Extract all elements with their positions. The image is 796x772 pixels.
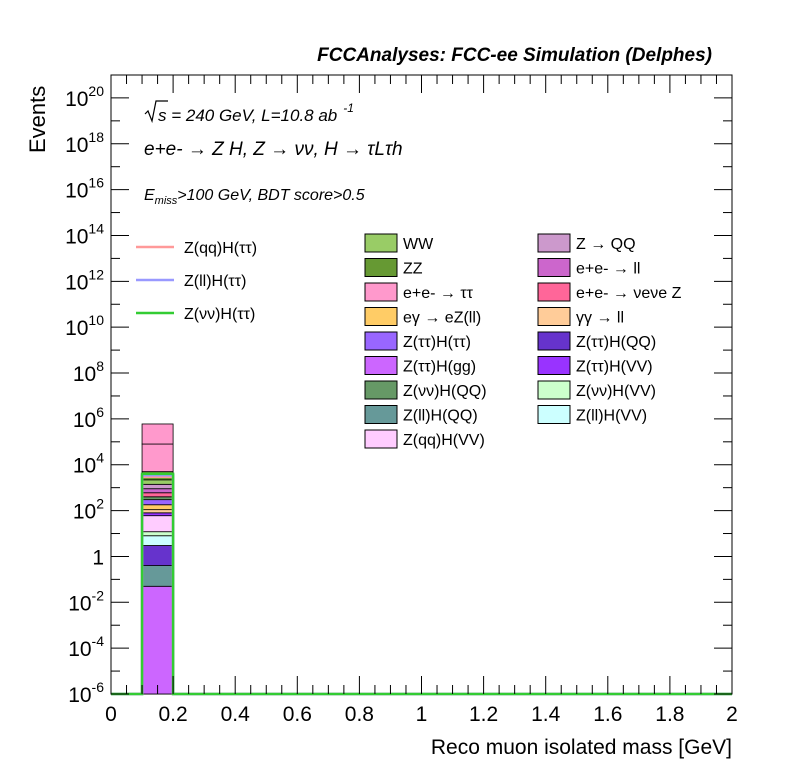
x-tick-label: 1.4 [531, 703, 561, 726]
y-tick-label: 104 [73, 450, 104, 478]
legend-label: Z(ττ)H(gg) [403, 359, 476, 376]
y-tick-label: 10-4 [68, 633, 104, 661]
x-tick-label: 0.8 [345, 703, 374, 726]
stack-bar-segment [141, 585, 174, 695]
signal-line [111, 472, 732, 696]
stack-bar-segment [141, 443, 174, 473]
x-tick-label: 0.6 [283, 703, 312, 726]
signal-line [111, 473, 732, 696]
legend-swatch [364, 331, 398, 351]
energy-annotation: s = 240 GeV, L=10.8 ab -1 [144, 100, 354, 125]
process-annotation: e+e- → Z H, Z → νν, H → τLτh [144, 139, 403, 160]
legend-label: e+e- → νeνe Z [576, 285, 682, 302]
stack-bar-segment [141, 483, 174, 490]
legend-swatch [364, 380, 398, 400]
legend-label: Z(ll)H(VV) [576, 408, 647, 425]
legend-label: eγ → eZ(ll) [403, 310, 481, 327]
stack-bar-segment [141, 423, 174, 445]
stack-bar-segment [141, 515, 174, 533]
legend-swatch [364, 405, 398, 424]
y-tick-label: 10-6 [68, 679, 104, 707]
chart-title: FCCAnalyses: FCC-ee Simulation (Delphes) [317, 45, 712, 66]
legend-label: γγ → ll [576, 310, 624, 327]
legend-swatch [537, 405, 571, 424]
y-tick-label: 1010 [65, 312, 104, 340]
x-tick-label: 1.6 [593, 703, 622, 726]
stack-bar-segment [141, 535, 174, 546]
sqrt-symbol [144, 100, 168, 124]
legend-label: Z(ll)H(ττ) [184, 273, 246, 290]
legend-swatch [364, 356, 398, 375]
x-tick-label: 2 [726, 703, 738, 726]
stack-bar-segment [141, 512, 174, 517]
signal-line [111, 475, 732, 696]
y-tick-label: 1020 [65, 83, 104, 111]
stack-bar-segment [141, 509, 174, 514]
y-tick-label: 1016 [65, 175, 104, 203]
axes: 0 0.2 0.4 0.6 0.8 1 1.2 1.4 1.6 1.8 2 10-6 10-4 10-2 1… [65, 74, 738, 726]
stack-bar-segment [141, 565, 174, 587]
legend-label: Z(ττ)H(VV) [576, 359, 653, 376]
legend-swatch [364, 307, 398, 326]
legend-swatch [364, 429, 398, 449]
legend-label: Z → QQ [576, 236, 636, 253]
stack-bars [141, 423, 174, 695]
legend-label: Z(ττ)H(QQ) [576, 334, 656, 351]
stack-bar-segment [141, 492, 174, 498]
legend-label: Z(qq)H(ττ) [184, 240, 257, 257]
stack-bar-segment [141, 499, 174, 506]
signal-histograms [111, 472, 732, 696]
x-axis-label: Reco muon isolated mass [GeV] [431, 736, 732, 759]
y-tick-label: 10-2 [68, 587, 104, 615]
stack-bar-segment [141, 488, 174, 494]
x-tick-label: 1.8 [655, 703, 684, 726]
stack-bar-segment [141, 479, 174, 485]
stack-bar-segment [141, 545, 174, 566]
stack-bar-segment [141, 531, 174, 537]
legend-swatch [364, 233, 398, 253]
legend-label: e+e- → ll [576, 261, 640, 278]
selection-annotation: Emiss>100 GeV, BDT score>0.5 [144, 187, 365, 207]
legend-label: e+e- → ττ [403, 285, 474, 302]
legend-swatch [537, 307, 571, 326]
legend-swatch [537, 356, 571, 375]
x-tick-label: 1.2 [469, 703, 498, 726]
energy-text: s = 240 GeV, L=10.8 ab -1 [158, 101, 354, 125]
legend-label: Z(ll)H(QQ) [403, 408, 478, 425]
legend-swatch [537, 331, 571, 351]
y-tick-label: 108 [73, 358, 104, 386]
legend-label: ZZ [403, 261, 423, 278]
y-tick-label: 106 [73, 404, 104, 432]
x-tick-label: 0.4 [221, 703, 251, 726]
stack-bar-segment [141, 504, 174, 511]
legend-swatch [364, 258, 398, 277]
legend-swatch [537, 233, 571, 253]
legend-label: Z(νν)H(ττ) [184, 306, 255, 323]
legend-label: Z(ττ)H(ττ) [403, 334, 471, 351]
legend-swatch [364, 282, 398, 302]
y-tick-label: 1 [92, 546, 104, 569]
y-tick-label: 102 [73, 496, 104, 524]
stack-bar-segment [141, 496, 174, 501]
y-tick-label: 1018 [65, 129, 104, 157]
x-tick-label: 1 [416, 703, 428, 726]
x-tick-label: 0 [105, 703, 117, 726]
legend-swatch [537, 282, 571, 302]
legend-swatch [537, 380, 571, 400]
x-tick-label: 0.2 [158, 703, 187, 726]
legend-swatch [537, 258, 571, 277]
y-tick-label: 1014 [65, 220, 104, 248]
y-tick-label: 1012 [65, 266, 104, 294]
legend-label: Z(νν)H(VV) [576, 383, 656, 400]
legend-label: WW [403, 236, 434, 253]
legend-label: Z(νν)H(QQ) [403, 383, 487, 400]
legend: Z(qq)H(ττ) Z(ll)H(ττ) Z(νν)H(ττ) WW ZZ e+e- →… [136, 233, 682, 449]
y-axis-label: Events [25, 86, 50, 153]
legend-label: Z(qq)H(VV) [403, 432, 485, 449]
